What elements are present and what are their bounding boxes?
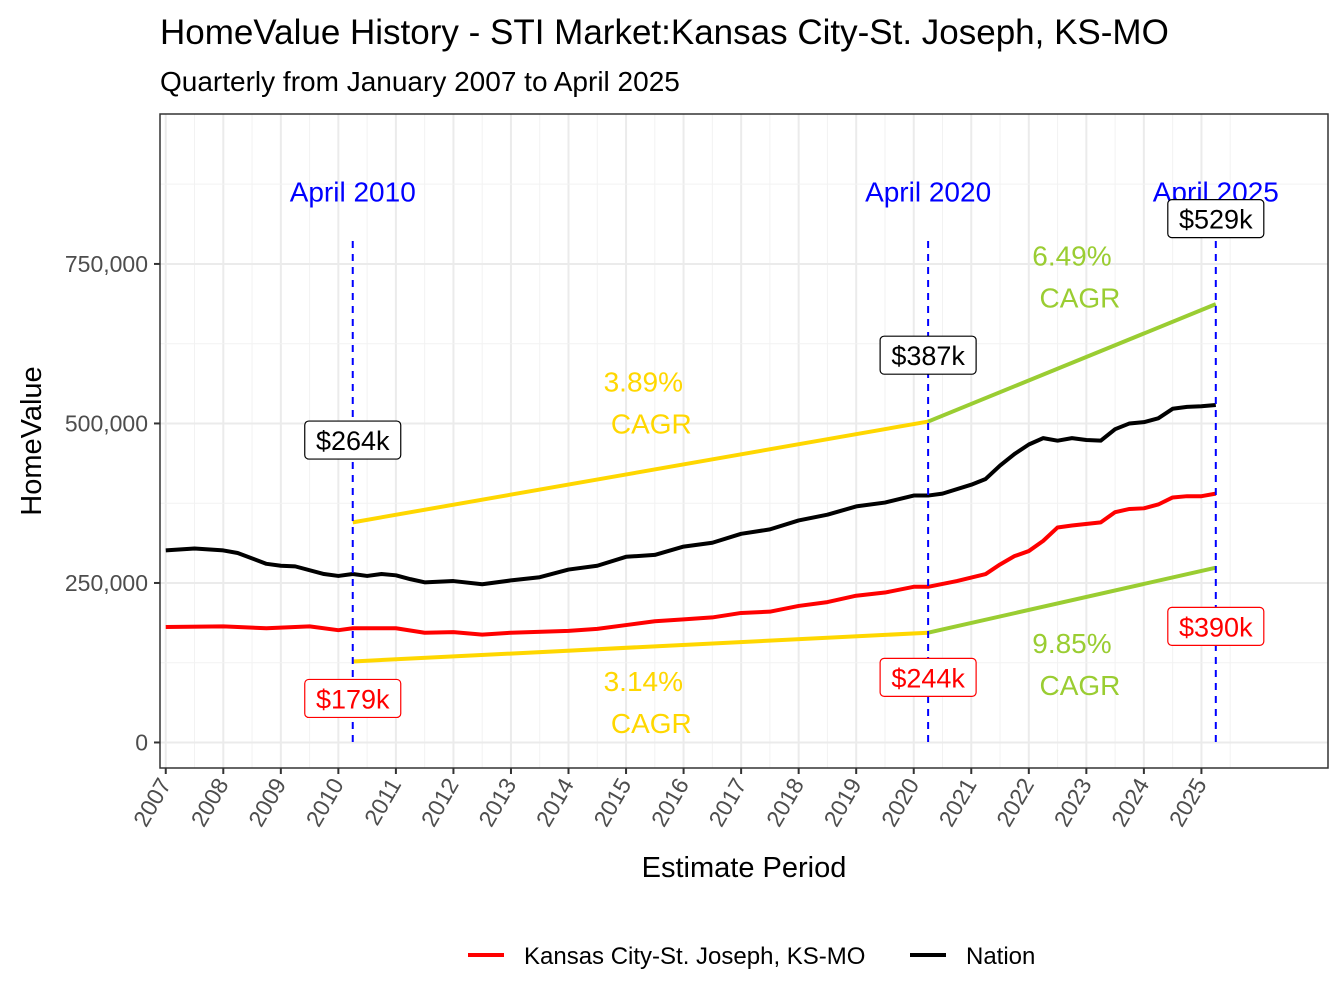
value-label-box [879, 657, 977, 697]
cagr-percent-label: 3.89% [604, 366, 683, 397]
chart-title: HomeValue History - STI Market:Kansas Ci… [160, 13, 1169, 52]
x-tick-label: 2014 [531, 773, 579, 830]
x-tick-label: 2023 [1049, 774, 1097, 831]
y-tick-label: 0 [135, 729, 148, 755]
x-tick-label: 2022 [991, 774, 1039, 831]
y-axis-label: HomeValue [16, 366, 48, 515]
value-label: $244k [891, 663, 965, 693]
value-label-box [1167, 199, 1265, 239]
date-marker-label: April 2020 [865, 176, 991, 207]
value-label-box [1167, 606, 1265, 646]
cagr-line [927, 565, 1217, 635]
x-tick-label: 2013 [473, 774, 521, 831]
cagr-word-label: CAGR [611, 408, 692, 439]
cagr-line [927, 302, 1217, 424]
y-tick-label: 500,000 [65, 410, 148, 436]
x-tick-label: 2016 [646, 774, 694, 831]
value-label: $387k [891, 341, 965, 371]
cagr-lines [352, 302, 1217, 664]
panel-border [159, 113, 1329, 769]
x-tick-label: 2007 [128, 774, 176, 831]
x-tick-label: 2024 [1106, 773, 1154, 830]
x-tick-label: 2018 [761, 774, 809, 831]
x-axis-label: Estimate Period [642, 852, 847, 884]
cagr-percent-label: 9.85% [1032, 628, 1111, 659]
x-tick-label: 2012 [416, 774, 464, 831]
value-label: $529k [1179, 205, 1253, 235]
value-label-box [304, 420, 402, 460]
date-marker-label: April 2010 [290, 176, 416, 207]
value-label: $390k [1179, 612, 1253, 642]
legend: Kansas City-St. Joseph, KS-MO Nation [468, 943, 1035, 970]
x-tick-label: 2008 [186, 774, 234, 831]
cagr-percent-label: 6.49% [1032, 241, 1111, 272]
legend-label-kansas-city: Kansas City-St. Joseph, KS-MO [524, 943, 865, 970]
chart-subtitle: Quarterly from January 2007 to April 202… [160, 66, 680, 97]
x-tick-label: 2025 [1164, 774, 1212, 831]
gridlines [160, 114, 1328, 768]
cagr-line [352, 419, 929, 525]
value-label: $264k [316, 426, 390, 456]
series-line-kansas-city [165, 491, 1217, 637]
x-tick-label: 2021 [933, 774, 981, 831]
x-tick-label: 2015 [588, 774, 636, 831]
x-tick-label: 2010 [301, 774, 349, 831]
x-tick-label: 2009 [243, 774, 291, 831]
cagr-percent-label: 3.14% [604, 666, 683, 697]
series-lines [165, 402, 1217, 637]
legend-label-nation: Nation [966, 943, 1035, 970]
x-tick-label: 2020 [876, 774, 924, 831]
x-tick-label: 2011 [359, 774, 406, 830]
value-label-box [304, 678, 402, 719]
value-label-box [879, 335, 977, 375]
y-tick-label: 250,000 [65, 570, 148, 596]
x-tick-label: 2017 [703, 774, 751, 831]
cagr-word-label: CAGR [1040, 283, 1121, 314]
y-tick-label: 750,000 [65, 251, 148, 277]
cagr-word-label: CAGR [611, 708, 692, 739]
series-line-nation [165, 402, 1216, 587]
cagr-word-label: CAGR [1040, 670, 1121, 701]
annotations: April 2010 April 2020 April 2025$264k$387k… [290, 176, 1279, 739]
x-tick-label: 2019 [818, 774, 866, 831]
value-label: $179k [316, 684, 390, 714]
cagr-line [352, 630, 929, 664]
